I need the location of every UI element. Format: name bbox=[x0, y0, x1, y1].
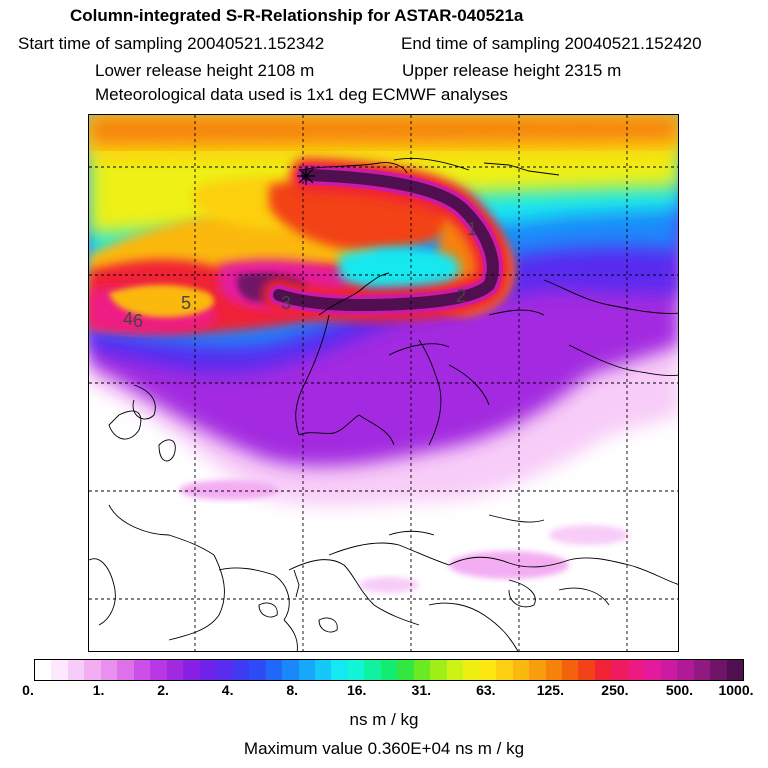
colorbar-tick-label: 250. bbox=[601, 682, 629, 698]
colorbar-swatch bbox=[282, 660, 299, 680]
graticule bbox=[89, 115, 678, 651]
colorbar-swatch bbox=[726, 660, 744, 680]
start-sampling-text: Start time of sampling 20040521.152342 bbox=[18, 34, 325, 53]
colorbar-swatch bbox=[644, 660, 661, 680]
colorbar-swatch bbox=[133, 660, 151, 680]
colorbar-swatch bbox=[578, 660, 595, 680]
colorbar-swatch bbox=[100, 660, 118, 680]
colorbar-tick-label: 4. bbox=[221, 682, 234, 698]
colorbar-swatch bbox=[380, 660, 398, 680]
plot-title: Column-integrated S-R-Relationship for A… bbox=[70, 6, 524, 25]
colorbar-swatch bbox=[249, 660, 266, 680]
colorbar-swatch bbox=[216, 660, 233, 680]
colorbar-swatch bbox=[611, 660, 628, 680]
colorbar-tick-label: 63. bbox=[476, 682, 496, 698]
colorbar-swatch bbox=[117, 660, 134, 680]
colorbar-tick-label: 31. bbox=[411, 682, 431, 698]
colorbar-swatch bbox=[413, 660, 431, 680]
colorbar-swatch bbox=[51, 660, 68, 680]
colorbar-swatch bbox=[430, 660, 447, 680]
colorbar-swatch bbox=[660, 660, 678, 680]
end-sampling-text: End time of sampling 20040521.152420 bbox=[401, 34, 702, 53]
colorbar-swatch bbox=[314, 660, 332, 680]
colorbar-swatch bbox=[512, 660, 530, 680]
trajectory-label: 2 bbox=[456, 286, 466, 306]
colorbar-swatch bbox=[463, 660, 480, 680]
colorbar-swatch bbox=[84, 660, 101, 680]
trajectory-label: 6 bbox=[133, 311, 143, 331]
colorbar-swatch bbox=[446, 660, 464, 680]
southern-traces bbox=[179, 480, 629, 593]
lower-release-text: Lower release height 2108 m bbox=[95, 61, 315, 80]
colorbar-unit: ns m / kg bbox=[349, 710, 419, 729]
colorbar-swatch bbox=[183, 660, 200, 680]
colorbar-tick-label: 1000. bbox=[718, 682, 754, 698]
colorbar-tick-label: 2. bbox=[157, 682, 169, 698]
colorbar-swatch bbox=[35, 660, 52, 680]
colorbar-swatch bbox=[677, 660, 694, 680]
trajectory-label: 1 bbox=[467, 219, 477, 239]
colorbar-swatch bbox=[364, 660, 381, 680]
release-point-star-icon bbox=[297, 167, 315, 185]
coastlines bbox=[89, 157, 678, 651]
met-data-text: Meteorological data used is 1x1 deg ECMW… bbox=[95, 85, 508, 104]
colorbar-swatch bbox=[693, 660, 711, 680]
colorbar-swatch bbox=[331, 660, 348, 680]
colorbar-tick-label: 8. bbox=[286, 682, 299, 698]
trajectory-label: 3 bbox=[281, 293, 291, 313]
colorbar-swatch bbox=[545, 660, 562, 680]
colorbar-swatch bbox=[710, 660, 727, 680]
trajectory-labels: 1 2 3 4 5 6 bbox=[123, 219, 477, 331]
max-value-text: Maximum value 0.360E+04 ns m / kg bbox=[243, 739, 525, 758]
colorbar-swatch bbox=[265, 660, 283, 680]
colorbar-swatch bbox=[166, 660, 184, 680]
colorbar-swatch bbox=[594, 660, 612, 680]
colorbar-swatch bbox=[67, 660, 85, 680]
colorbar-swatch bbox=[529, 660, 546, 680]
colorbar-swatch bbox=[199, 660, 217, 680]
colorbar-tick-label: 16. bbox=[346, 682, 367, 698]
colorbar-swatch bbox=[496, 660, 513, 680]
colorbar-tick-label: 1. bbox=[92, 682, 105, 698]
colorbar-swatch bbox=[479, 660, 497, 680]
colorbar-swatch bbox=[562, 660, 579, 680]
colorbar-tick-label: 125. bbox=[536, 682, 564, 698]
trajectory-label: 4 bbox=[123, 309, 133, 329]
colorbar-tick-label: 500. bbox=[665, 682, 694, 698]
trajectory-label: 5 bbox=[181, 293, 191, 313]
colorbar bbox=[34, 659, 744, 681]
colorbar-tick-label: 0. bbox=[22, 682, 34, 698]
colorbar-swatch bbox=[298, 660, 315, 680]
map-canvas: 1 2 3 4 5 6 bbox=[89, 115, 678, 651]
upper-release-text: Upper release height 2315 m bbox=[402, 61, 622, 80]
sensitivity-map: 1 2 3 4 5 6 bbox=[88, 114, 679, 652]
colorbar-swatch bbox=[232, 660, 250, 680]
colorbar-swatch bbox=[347, 660, 365, 680]
colorbar-swatch bbox=[150, 660, 167, 680]
colorbar-swatch bbox=[397, 660, 414, 680]
colorbar-swatch bbox=[627, 660, 645, 680]
